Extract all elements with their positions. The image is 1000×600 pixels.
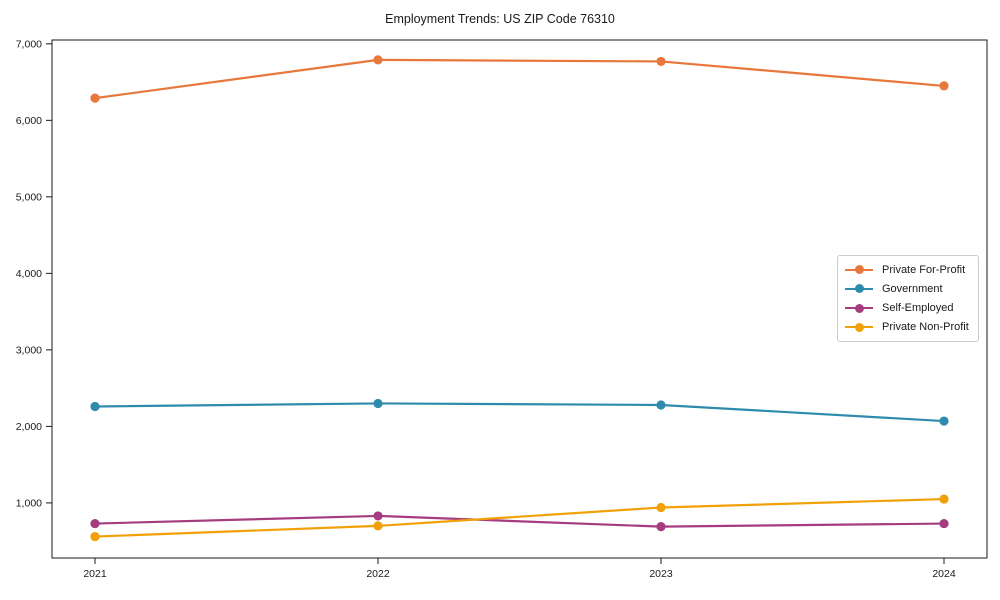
- data-point-marker: [90, 531, 100, 542]
- chart-title: Employment Trends: US ZIP Code 76310: [385, 12, 615, 26]
- data-point-marker: [656, 502, 666, 513]
- y-axis-tick-label: 2,000: [16, 421, 42, 433]
- legend-item: Private Non-Profit: [845, 318, 971, 336]
- legend-line-marker-icon: [845, 322, 873, 332]
- y-axis-tick-label: 6,000: [16, 115, 42, 127]
- data-point-marker: [656, 400, 666, 410]
- plot-border: [51, 39, 988, 559]
- series-line: [94, 58, 945, 100]
- series-line: [94, 514, 945, 528]
- data-point-marker: [373, 55, 383, 65]
- data-point-marker: [656, 56, 666, 67]
- legend-label: Private Non-Profit: [882, 321, 969, 334]
- data-point-marker: [90, 518, 100, 529]
- legend-label: Government: [882, 282, 943, 295]
- y-axis-tick-label: 1,000: [16, 497, 42, 509]
- legend-line-marker-icon: [845, 303, 873, 313]
- data-point-marker: [90, 93, 100, 103]
- data-point-marker: [939, 518, 949, 529]
- legend-line-marker-icon: [845, 265, 873, 275]
- legend-item: Government: [845, 280, 971, 298]
- data-point-marker: [939, 81, 949, 91]
- y-axis-tick-label: 5,000: [16, 191, 42, 203]
- data-point-marker: [939, 494, 949, 504]
- y-axis-tick-label: 7,000: [16, 38, 42, 50]
- legend-line-marker-icon: [845, 284, 873, 294]
- x-axis-tick-label: 2021: [83, 568, 107, 580]
- x-axis-tick-label: 2023: [649, 568, 673, 580]
- y-axis-tick-label: 3,000: [16, 344, 42, 356]
- x-axis-tick-label: 2022: [366, 568, 390, 580]
- legend: Private For-Profit Government Self-Employe…: [837, 255, 979, 342]
- data-point-marker: [939, 416, 949, 426]
- data-point-marker: [373, 511, 383, 521]
- legend-item: Private For-Profit: [845, 261, 971, 279]
- data-point-marker: [373, 398, 383, 409]
- series-line: [94, 497, 945, 538]
- y-axis-tick-label: 4,000: [16, 268, 42, 280]
- data-point-marker: [656, 522, 666, 532]
- data-point-marker: [373, 521, 383, 531]
- x-axis-tick-label: 2024: [932, 568, 956, 580]
- legend-label: Private For-Profit: [882, 263, 966, 276]
- legend-label: Self-Employed: [882, 302, 954, 315]
- legend-item: Self-Employed: [845, 299, 971, 317]
- data-point-marker: [90, 401, 100, 412]
- series-line: [94, 402, 945, 423]
